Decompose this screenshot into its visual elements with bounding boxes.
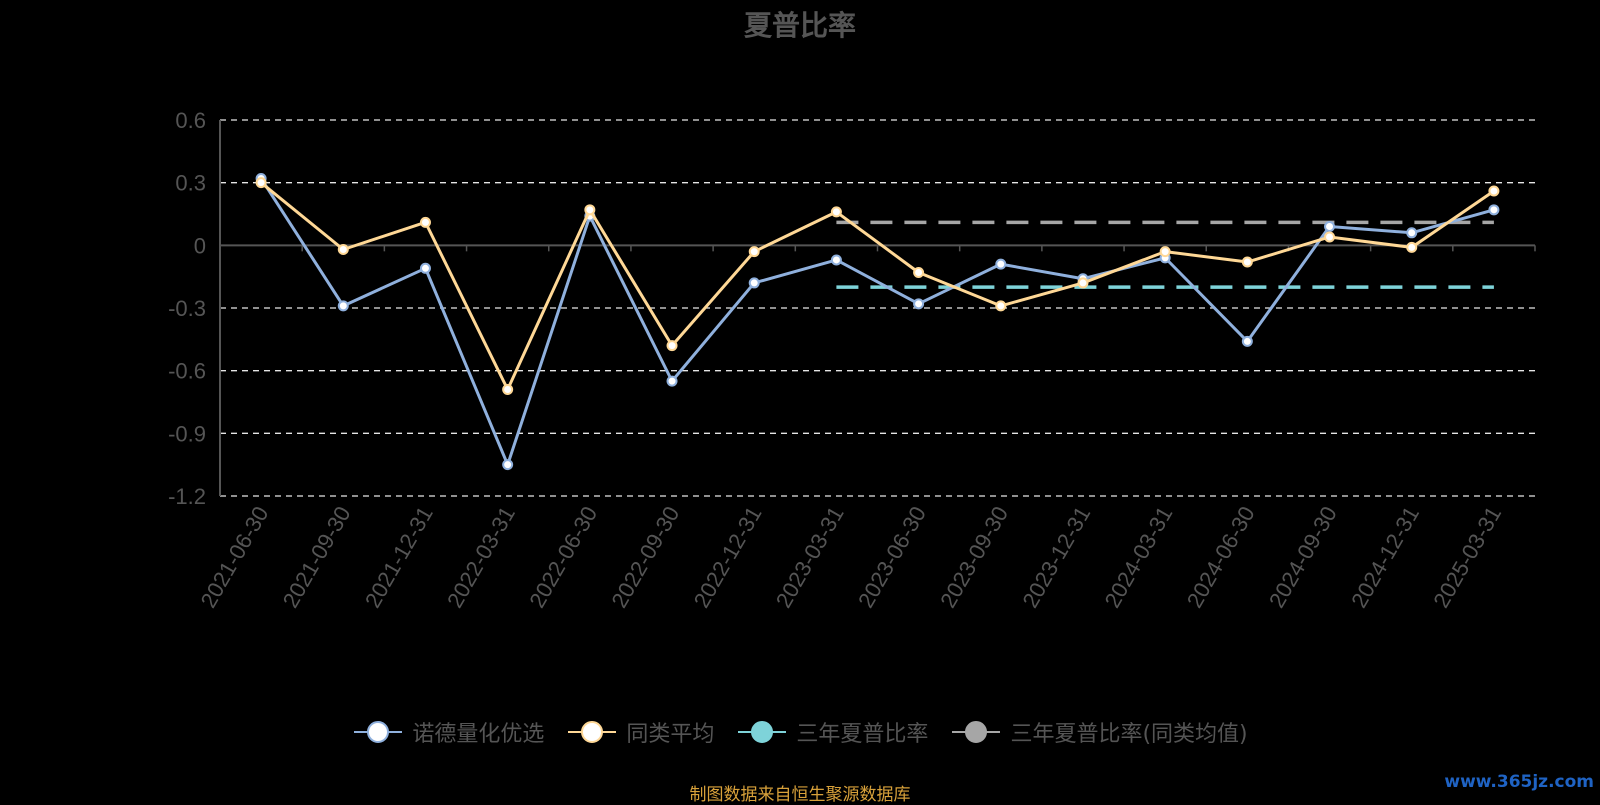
data-point-1-7[interactable] xyxy=(830,206,842,218)
data-point-1-15[interactable] xyxy=(1488,185,1500,197)
legend-marker-peer-average xyxy=(568,721,617,743)
legend-marker-three-year xyxy=(738,721,787,743)
data-point-1-4[interactable] xyxy=(584,204,596,216)
x-tick-label: 2022-03-31 xyxy=(442,502,520,612)
legend-item-fund[interactable]: 诺德量化优选 xyxy=(352,716,544,748)
grid-layer xyxy=(220,119,1535,497)
legend-label-three-year: 三年夏普比率 xyxy=(796,722,929,747)
legend-item-three-year[interactable]: 三年夏普比率 xyxy=(736,716,928,748)
x-tick-label: 2023-12-31 xyxy=(1017,502,1095,612)
x-tick-label: 2021-09-30 xyxy=(278,502,356,612)
legend-label-peer-average: 同类平均 xyxy=(626,722,715,747)
y-tick-label: 0.3 xyxy=(175,171,206,196)
data-point-1-11[interactable] xyxy=(1159,246,1171,258)
chart-title: 夏普比率 xyxy=(743,10,856,41)
data-point-1-0[interactable] xyxy=(255,177,267,189)
x-tick-label: 2021-06-30 xyxy=(195,502,273,612)
data-point-1-3[interactable] xyxy=(502,383,514,395)
x-tick-label: 2021-12-31 xyxy=(360,502,438,612)
y-tick-label: -0.6 xyxy=(168,359,206,384)
y-tick-label: -0.3 xyxy=(168,296,206,321)
data-point-0-12[interactable] xyxy=(1241,335,1253,347)
x-tick-label: 2023-06-30 xyxy=(853,502,931,612)
data-point-1-10[interactable] xyxy=(1077,277,1089,289)
series-line-1 xyxy=(260,181,1495,391)
data-point-1-5[interactable] xyxy=(666,340,678,352)
data-point-0-6[interactable] xyxy=(748,277,760,289)
legend-item-three-year-peer[interactable]: 三年夏普比率(同类均值) xyxy=(950,716,1248,748)
x-tick-label: 2022-12-31 xyxy=(689,502,767,612)
x-tick-label: 2024-09-30 xyxy=(1264,502,1342,612)
data-point-1-8[interactable] xyxy=(913,266,925,278)
data-point-0-1[interactable] xyxy=(337,300,349,312)
watermark: www.365jz.com xyxy=(1444,772,1594,792)
x-tick-label: 2024-06-30 xyxy=(1182,502,1260,612)
data-point-0-7[interactable] xyxy=(830,254,842,266)
x-tick-label: 2023-03-31 xyxy=(771,502,849,612)
y-tick-label: 0 xyxy=(194,233,206,258)
data-point-1-14[interactable] xyxy=(1406,241,1418,253)
y-tick-label: -0.9 xyxy=(168,421,206,446)
data-point-0-9[interactable] xyxy=(995,258,1007,270)
data-point-1-6[interactable] xyxy=(748,246,760,258)
data-point-0-3[interactable] xyxy=(502,459,514,471)
data-point-0-8[interactable] xyxy=(913,298,925,310)
x-tick-label: 2023-09-30 xyxy=(935,502,1013,612)
data-point-1-9[interactable] xyxy=(995,300,1007,312)
legend-item-peer-average[interactable]: 同类平均 xyxy=(566,716,714,748)
legend-label-three-year-peer: 三年夏普比率(同类均值) xyxy=(1010,722,1248,747)
x-tick-label: 2025-03-31 xyxy=(1428,502,1506,612)
data-point-1-12[interactable] xyxy=(1241,256,1253,268)
series-line-0 xyxy=(259,177,1495,467)
data-point-0-15[interactable] xyxy=(1488,204,1500,216)
x-tick-label: 2024-12-31 xyxy=(1346,502,1424,612)
data-point-0-14[interactable] xyxy=(1406,227,1418,239)
legend-label-fund: 诺德量化优选 xyxy=(412,722,545,747)
x-tick-label: 2024-03-31 xyxy=(1100,502,1178,612)
y-tick-label: 0.6 xyxy=(175,108,206,133)
legend: 诺德量化优选 同类平均 三年夏普比率 三年夏普比率(同类均值) xyxy=(0,716,1600,748)
data-point-1-2[interactable] xyxy=(419,216,431,228)
x-tick-label: 2022-06-30 xyxy=(524,502,602,612)
data-point-0-5[interactable] xyxy=(666,375,678,387)
data-point-1-13[interactable] xyxy=(1324,231,1336,243)
legend-marker-fund xyxy=(354,721,403,743)
y-tick-label: -1.2 xyxy=(168,484,206,509)
data-point-0-13[interactable] xyxy=(1324,221,1336,233)
series-layer xyxy=(255,172,1500,471)
data-point-1-1[interactable] xyxy=(337,244,349,256)
x-tick-label: 2022-09-30 xyxy=(606,502,684,612)
legend-marker-three-year-peer xyxy=(952,721,1001,743)
source-note: 制图数据来自恒生聚源数据库 xyxy=(689,785,911,805)
data-point-0-2[interactable] xyxy=(419,262,431,274)
